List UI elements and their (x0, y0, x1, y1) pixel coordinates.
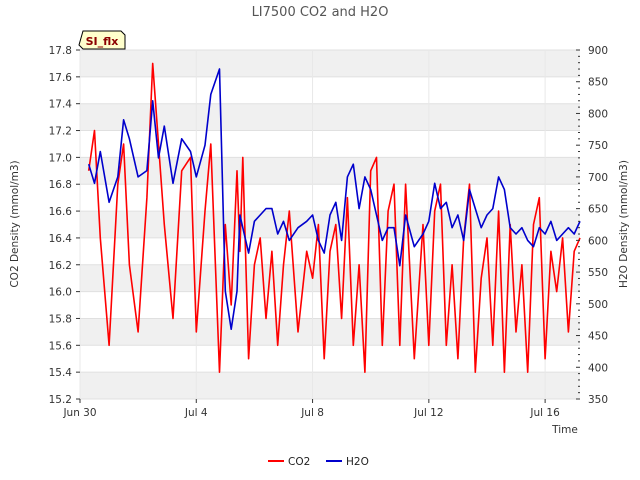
x-tick-label: Jul 8 (300, 407, 324, 419)
y-left-tick-label: 16.4 (49, 233, 73, 245)
series-line-h2o (87, 68, 581, 331)
y-right-tick-label: 450 (588, 331, 608, 343)
legend: CO2 H2O (268, 456, 369, 468)
x-axis-label: Time (551, 424, 578, 436)
legend-co2-label: CO2 (288, 456, 310, 468)
band (80, 157, 580, 185)
y-left-tick-label: 16.2 (49, 260, 72, 272)
y-right-tick-label: 750 (588, 140, 608, 152)
y-left-tick-label: 15.8 (49, 313, 72, 325)
y-left-tick-label: 17.8 (49, 45, 72, 57)
y-right-tick-label: 650 (588, 204, 608, 216)
band (80, 264, 580, 292)
x-tick-label: Jul 4 (184, 407, 208, 419)
y-left-tick-label: 15.2 (49, 394, 72, 406)
y-right-tick-label: 700 (588, 172, 608, 184)
badge-box (78, 30, 126, 50)
y-left-tick-label: 17.4 (49, 99, 73, 111)
band (80, 372, 580, 399)
badge-label: SI_flx (86, 35, 119, 48)
band (80, 50, 580, 77)
y-right-tick-label: 500 (588, 299, 608, 311)
x-tick-label: Jun 30 (62, 407, 96, 419)
y-right-tick-label: 800 (588, 108, 608, 120)
flux-badge: SI_flx (78, 30, 126, 50)
band (80, 103, 580, 131)
y-right-tick-label: 350 (588, 394, 608, 406)
y-left-tick-label: 17.2 (49, 126, 72, 138)
y-axis-right-label: H2O Density (mmol/m3) (618, 160, 630, 288)
series-layer (87, 62, 581, 374)
chart-title: LI7500 CO2 and H2O (252, 5, 389, 20)
y-left-tick-label: 15.6 (49, 340, 73, 352)
y-right-tick-label: 900 (588, 45, 608, 57)
y-axis-left-label: CO2 Density (mmol/m3) (9, 160, 21, 287)
band (80, 318, 580, 346)
y-left-tick-label: 15.4 (49, 367, 73, 379)
y-left-tick-label: 16.6 (49, 206, 73, 218)
axes: 15.2 15.4 15.6 15.8 16.0 16.2 16.4 16.6 16.8 17.0… (49, 45, 608, 419)
x-tick-label: Jul 12 (413, 407, 443, 419)
y-right-tick-label: 850 (588, 77, 608, 89)
y-right-tick-label: 600 (588, 235, 608, 247)
y-left-tick-label: 16.8 (49, 179, 72, 191)
y-right-tick-label: 400 (588, 362, 608, 374)
x-tick-label: Jul 16 (529, 407, 560, 419)
legend-h2o-label: H2O (346, 456, 369, 468)
y-right-tick-label: 550 (588, 267, 608, 279)
y-left-tick-label: 17.6 (49, 72, 73, 84)
y-left-tick-label: 17.0 (49, 152, 72, 164)
y-left-tick-label: 16.0 (49, 287, 72, 299)
series-line-co2 (87, 62, 581, 374)
